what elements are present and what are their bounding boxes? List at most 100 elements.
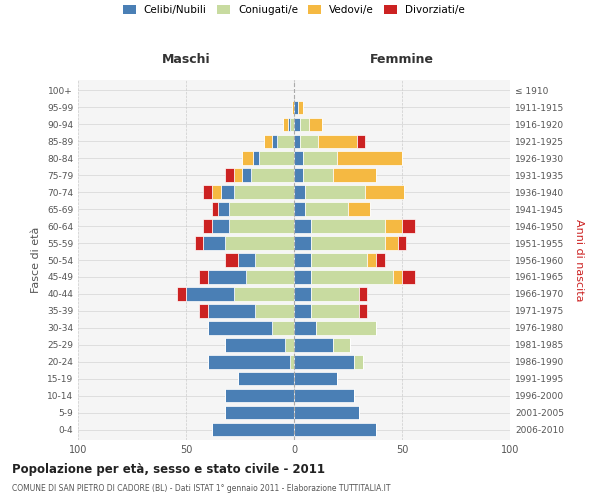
- Bar: [186, 288, 233, 300]
- Bar: [311, 270, 394, 283]
- Bar: [311, 236, 385, 250]
- Bar: [286, 338, 294, 351]
- Text: Maschi: Maschi: [161, 54, 211, 66]
- Bar: [385, 220, 402, 232]
- Bar: [242, 168, 251, 181]
- Bar: [194, 236, 203, 250]
- Bar: [247, 270, 294, 283]
- Bar: [359, 288, 367, 300]
- Bar: [277, 134, 294, 148]
- Bar: [208, 356, 290, 368]
- Bar: [333, 168, 376, 181]
- Bar: [221, 186, 233, 198]
- Bar: [238, 372, 294, 386]
- Bar: [301, 118, 309, 131]
- Bar: [294, 406, 359, 419]
- Bar: [225, 389, 294, 402]
- Bar: [238, 254, 255, 266]
- Bar: [302, 168, 333, 181]
- Bar: [294, 186, 305, 198]
- Bar: [294, 134, 301, 148]
- Bar: [233, 288, 294, 300]
- Bar: [294, 423, 376, 436]
- Bar: [311, 304, 359, 318]
- Bar: [402, 220, 415, 232]
- Bar: [212, 202, 218, 215]
- Bar: [398, 236, 406, 250]
- Bar: [233, 168, 242, 181]
- Legend: Celibi/Nubili, Coniugati/e, Vedovi/e, Divorziati/e: Celibi/Nubili, Coniugati/e, Vedovi/e, Di…: [119, 1, 469, 20]
- Bar: [199, 304, 208, 318]
- Bar: [298, 100, 302, 114]
- Bar: [218, 202, 229, 215]
- Bar: [355, 356, 363, 368]
- Bar: [309, 118, 322, 131]
- Bar: [305, 202, 348, 215]
- Bar: [333, 338, 350, 351]
- Bar: [311, 254, 367, 266]
- Bar: [294, 236, 311, 250]
- Bar: [316, 322, 376, 334]
- Bar: [229, 220, 294, 232]
- Bar: [253, 152, 259, 164]
- Bar: [294, 152, 302, 164]
- Bar: [203, 236, 225, 250]
- Bar: [294, 389, 355, 402]
- Bar: [318, 134, 356, 148]
- Bar: [348, 202, 370, 215]
- Bar: [212, 186, 221, 198]
- Bar: [225, 236, 294, 250]
- Bar: [255, 304, 294, 318]
- Bar: [402, 270, 415, 283]
- Bar: [302, 152, 337, 164]
- Bar: [203, 186, 212, 198]
- Bar: [290, 118, 294, 131]
- Bar: [199, 270, 208, 283]
- Bar: [294, 118, 301, 131]
- Bar: [287, 118, 290, 131]
- Text: Popolazione per età, sesso e stato civile - 2011: Popolazione per età, sesso e stato civil…: [12, 462, 325, 475]
- Bar: [367, 254, 376, 266]
- Bar: [225, 168, 233, 181]
- Bar: [290, 356, 294, 368]
- Bar: [208, 270, 247, 283]
- Bar: [292, 100, 294, 114]
- Bar: [229, 202, 294, 215]
- Bar: [294, 202, 305, 215]
- Bar: [294, 372, 337, 386]
- Bar: [294, 168, 302, 181]
- Bar: [208, 322, 272, 334]
- Bar: [272, 134, 277, 148]
- Bar: [359, 304, 367, 318]
- Bar: [225, 338, 286, 351]
- Bar: [283, 118, 287, 131]
- Bar: [203, 220, 212, 232]
- Bar: [294, 254, 311, 266]
- Bar: [311, 220, 385, 232]
- Bar: [356, 134, 365, 148]
- Bar: [294, 288, 311, 300]
- Bar: [294, 356, 355, 368]
- Bar: [225, 406, 294, 419]
- Bar: [255, 254, 294, 266]
- Bar: [301, 134, 318, 148]
- Bar: [337, 152, 402, 164]
- Text: COMUNE DI SAN PIETRO DI CADORE (BL) - Dati ISTAT 1° gennaio 2011 - Elaborazione : COMUNE DI SAN PIETRO DI CADORE (BL) - Da…: [12, 484, 391, 493]
- Bar: [264, 134, 272, 148]
- Bar: [294, 304, 311, 318]
- Bar: [178, 288, 186, 300]
- Bar: [242, 152, 253, 164]
- Bar: [212, 423, 294, 436]
- Bar: [311, 288, 359, 300]
- Bar: [294, 338, 333, 351]
- Bar: [294, 220, 311, 232]
- Bar: [225, 254, 238, 266]
- Bar: [305, 186, 365, 198]
- Y-axis label: Anni di nascita: Anni di nascita: [574, 219, 584, 301]
- Bar: [294, 270, 311, 283]
- Bar: [272, 322, 294, 334]
- Bar: [212, 220, 229, 232]
- Bar: [259, 152, 294, 164]
- Bar: [394, 270, 402, 283]
- Text: Femmine: Femmine: [370, 54, 434, 66]
